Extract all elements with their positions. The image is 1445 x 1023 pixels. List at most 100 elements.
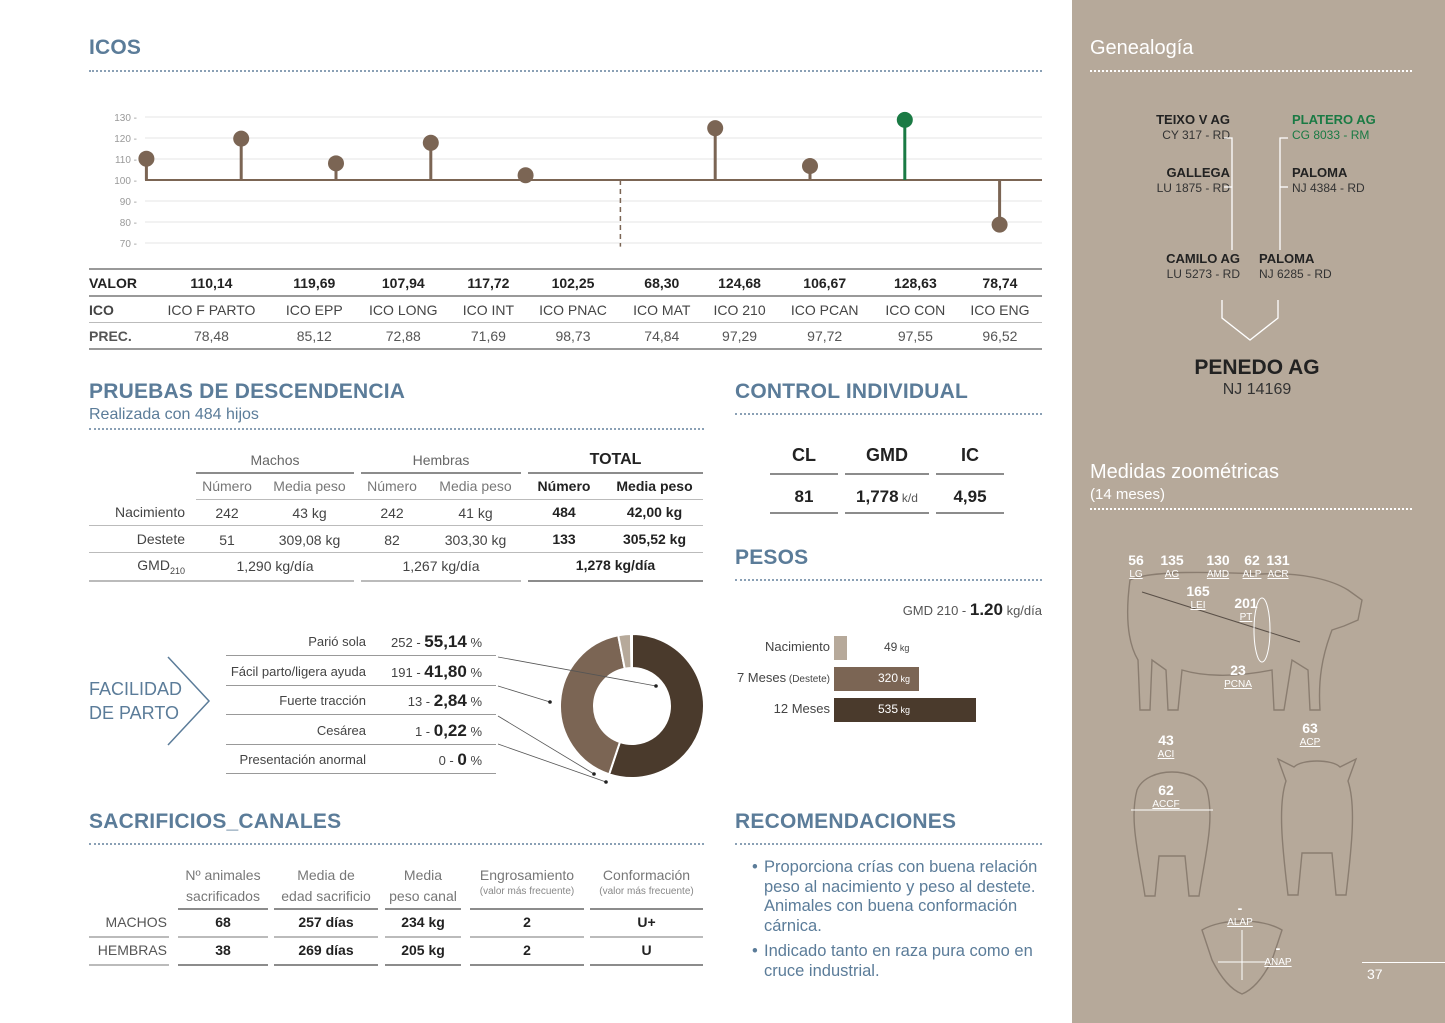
icos-title: ICOS [89,36,142,59]
ico-valor-cell: 107,94 [354,268,452,297]
measure-value: 63 [1302,720,1318,736]
ico-point [138,150,155,167]
sacrificios-header-small: (valor más frecuente) [479,886,575,897]
genealogia-divider [1090,70,1412,72]
valor-row-label: VALOR [89,268,149,297]
prec-row-label: PREC. [89,322,149,350]
y-tick-label: 120 - [114,134,137,145]
facilidad-count: 252 - [391,635,425,650]
facilidad-title: FACILIDAD DE PARTO [89,677,182,725]
row-line [361,580,521,582]
measure-label: AG [1164,569,1180,580]
sacrificios-line [178,908,268,910]
y-tick-label: 70 - [120,239,137,250]
control-gmd-number: 1,778 [856,487,899,506]
row-label-gmd: GMD210 [89,557,185,576]
control-line [770,473,838,475]
control-line [770,512,838,514]
measure-label: PT [1239,612,1253,623]
pesos-bar [834,698,976,722]
y-tick-label: 130 - [114,113,137,124]
ico-point [517,167,534,184]
ancestor-name: PALOMA [1259,251,1315,266]
measure-value: 23 [1230,662,1246,678]
animal-name: PENEDO AG [1194,356,1320,379]
sacrificios-header-l2: edad sacrificio [281,888,371,904]
ico-ico-cell: ICO F PARTO [149,296,274,323]
pesos-gmd-unit: kg/día [1002,603,1042,618]
recomendacion-item: • Proporciona crías con buena relación pe… [752,858,1042,936]
leader-dot [604,780,608,784]
control-value-ic: 4,95 [953,487,987,506]
sacrificios-line [470,964,584,966]
sacrificios-line [590,964,703,966]
sacrificios-line [89,964,169,966]
control-line [845,473,929,475]
sacrificios-header-l1: Nº animales [185,867,261,883]
sacrificios-line [89,936,169,938]
pesos-value-unit: kg [897,643,910,653]
pesos-bar [834,667,919,691]
bullet-icon: • [752,858,758,876]
control-value-cl: 81 [794,487,814,506]
sacrificios-cell: U+ [637,914,656,930]
facilidad-pct: 41,80 [424,661,467,681]
cell: 484 [552,504,576,520]
cell: 305,52 kg [622,531,687,547]
ico-valor-cell: 119,69 [273,268,355,297]
sacrificios-cell: U [641,942,652,958]
ico-prec-cell: 78,48 [149,322,274,350]
sacrificios-row-label: MACHOS [105,914,167,930]
facilidad-value: 0 - 0 % [370,750,482,770]
sacrificios-line [178,964,268,966]
recomendacion-item: • Indicado tanto en raza pura como en cru… [752,942,1042,981]
facilidad-value: 252 - 55,14 % [370,632,482,652]
pesos-title: PESOS [735,546,809,569]
measure-value: - [1237,900,1243,916]
facilidad-count: 1 - [414,723,434,739]
control-header-gmd: GMD [866,445,908,465]
ico-row-label: ICO [89,296,149,323]
sacrificios-header-l1: Conformación [602,867,691,883]
row-line [196,499,703,500]
facilidad-label: Fácil parto/ligera ayuda [230,663,366,679]
ico-ico-cell: ICO 210 [702,296,777,323]
cell: 242 [380,505,404,521]
measure-label: ACP [1299,737,1321,748]
facilidad-label: Fuerte tracción [279,693,366,708]
cell: 51 [219,532,235,548]
row-line [89,580,354,582]
measure-value: 56 [1128,552,1144,568]
ico-valor-cell: 78,74 [957,268,1042,297]
cow-front-silhouette [1276,757,1358,896]
measure-label: ACCF [1152,799,1180,810]
y-tick-label: 100 - [114,176,137,187]
facilidad-label: Parió sola [308,634,366,649]
facilidad-pct: 0 [457,750,467,769]
control-gmd-unit: k/d [898,491,918,505]
facilidad-title-line2: DE PARTO [89,703,180,723]
group-underline [361,472,521,474]
leader-dot [654,684,658,688]
chevron-right-icon [167,656,211,746]
row-label-nacimiento: Nacimiento [114,504,185,520]
measure-label: PCNA [1224,679,1252,690]
cow-rear-silhouette [1131,771,1213,897]
hembras-header: Hembras [412,452,470,468]
sacrificios-header-l2: sacrificados [186,888,260,904]
descendencia-subtitle: Realizada con 484 hijos [89,406,259,423]
control-title: CONTROL INDIVIDUAL [735,380,969,403]
measure-value: 135 [1160,552,1184,568]
pesos-bar-value: 320 kg [878,671,910,685]
recomendacion-text: Indicado tanto en raza pura como en cruc… [764,942,1033,980]
pesos-gmd-label: GMD 210 - [902,603,970,618]
facilidad-value: 13 - 2,84 % [370,691,482,711]
pedigree-lines [1221,137,1288,341]
sacrificios-line [590,908,703,910]
sacrificios-line [385,936,461,938]
pesos-bar-label-small: (Destete) [786,674,830,685]
sacrificios-header-l2: peso canal [389,888,457,904]
pesos-bar-value: 49 kg [884,640,909,654]
facilidad-label: Cesárea [316,722,366,738]
ico-prec-cell: 71,69 [451,322,525,350]
